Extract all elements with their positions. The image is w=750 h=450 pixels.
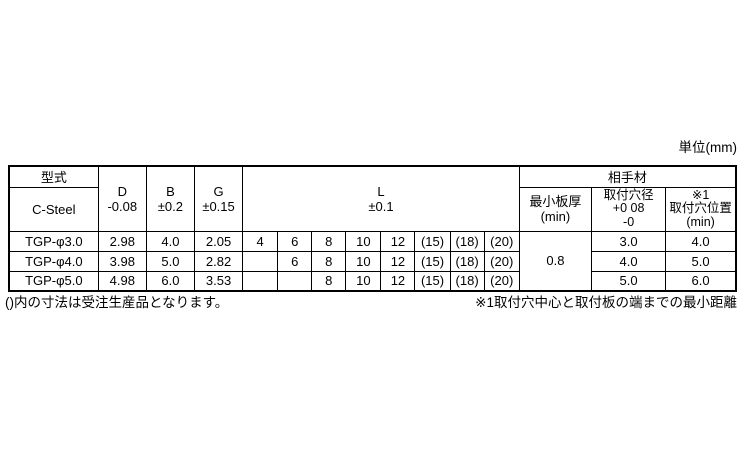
header-hole-diameter: 取付穴径 +0 08 -0 (590, 186, 667, 232)
header-mating-material: 相手材 (518, 165, 737, 188)
cell-l: 8 (311, 250, 347, 272)
cell-l (242, 270, 279, 292)
header-g-tolerance: ±0.15 (202, 198, 235, 214)
footnote-hole-position: ※1取付穴中心と取付板の端までの最小距離 (475, 295, 737, 310)
cell-l: 8 (311, 230, 347, 252)
header-l: L ±0.1 (242, 165, 520, 232)
cell-b: 4.0 (145, 230, 195, 252)
cell-l: 6 (277, 250, 313, 272)
cell-model: TGP-φ4.0 (8, 250, 99, 272)
header-row-1: 型式 D -0.08 B ±0.2 G ±0.15 L ±0.1 相手材 (8, 165, 737, 232)
footnotes: ()内の寸法は受注生産品となります。 ※1取付穴中心と取付板の端までの最小距離 (5, 294, 737, 312)
unit-label: 単位(mm) (678, 140, 737, 155)
cell-l: (20) (483, 230, 520, 252)
header-hole-diameter-label: 取付穴径 (603, 187, 654, 202)
header-l-label: L (377, 183, 385, 199)
header-hole-position: ※1 取付穴位置 (min) (665, 186, 737, 232)
header-d-tolerance: -0.08 (107, 198, 138, 214)
cell-min-thickness: 0.8 (518, 230, 593, 292)
cell-d: 2.98 (97, 230, 147, 252)
header-model: 型式 (8, 165, 99, 188)
cell-l: (15) (414, 270, 451, 292)
cell-l: (15) (414, 230, 451, 252)
cell-l: 10 (345, 270, 382, 292)
cell-model: TGP-φ3.0 (8, 230, 99, 252)
table-row: TGP-φ5.0 4.98 6.0 3.53 8 10 12 (15) (18)… (8, 270, 737, 292)
table-row: TGP-φ3.0 2.98 4.0 2.05 4 6 8 10 12 (15) … (8, 230, 737, 292)
cell-l: 12 (380, 270, 416, 292)
header-b-tolerance: ±0.2 (157, 198, 184, 214)
cell-hole-position: 4.0 (665, 230, 737, 252)
cell-model: TGP-φ5.0 (8, 270, 99, 292)
header-min-thickness: 最小板厚 (min) (518, 186, 593, 232)
header-row-2: C-Steel 最小板厚 (min) 取付穴径 +0 08 -0 ※1 取付穴位… (8, 186, 737, 232)
cell-d: 4.98 (97, 270, 147, 292)
cell-l: (15) (414, 250, 451, 272)
header-hole-diameter-tol-minus: -0 (623, 214, 635, 229)
cell-l: 8 (311, 270, 347, 292)
cell-hole-diameter: 4.0 (590, 250, 667, 272)
header-hole-position-label: 取付穴位置 (669, 201, 732, 216)
header-d-label: D (117, 183, 127, 199)
header-g-label: G (213, 183, 224, 199)
header-l-tolerance: ±0.1 (368, 198, 394, 214)
cell-hole-diameter: 5.0 (590, 270, 667, 292)
cell-hole-position: 6.0 (665, 270, 737, 292)
cell-hole-diameter: 3.0 (590, 230, 667, 252)
cell-l: 10 (345, 250, 382, 272)
cell-d: 3.98 (97, 250, 147, 272)
cell-l (242, 250, 279, 272)
header-b: B ±0.2 (145, 165, 195, 232)
header-min-thickness-sub: (min) (540, 209, 571, 224)
cell-b: 6.0 (145, 270, 195, 292)
header-d: D -0.08 (97, 165, 147, 232)
cell-g: 2.05 (193, 230, 244, 252)
cell-hole-position: 5.0 (665, 250, 737, 272)
header-b-label: B (166, 183, 175, 199)
cell-l: (20) (483, 250, 520, 272)
cell-l: (18) (449, 250, 485, 272)
cell-l: 4 (242, 230, 279, 252)
header-hole-position-sub: (min) (686, 214, 715, 229)
spec-table: 型式 D -0.08 B ±0.2 G ±0.15 L ±0.1 相手材 (8, 165, 737, 292)
cell-l: (18) (449, 230, 485, 252)
cell-l: 6 (277, 230, 313, 252)
header-hole-position-ref: ※1 (691, 187, 710, 202)
cell-l (277, 270, 313, 292)
cell-g: 2.82 (193, 250, 244, 272)
table-row: TGP-φ4.0 3.98 5.0 2.82 6 8 10 12 (15) (1… (8, 250, 737, 272)
cell-l: (20) (483, 270, 520, 292)
header-hole-diameter-tol-plus: +0 08 (612, 201, 645, 216)
header-g: G ±0.15 (193, 165, 244, 232)
header-min-thickness-label: 最小板厚 (529, 194, 582, 209)
cell-b: 5.0 (145, 250, 195, 272)
cell-g: 3.53 (193, 270, 244, 292)
header-model-series: C-Steel (8, 186, 99, 232)
cell-l: 12 (380, 230, 416, 252)
footnote-custom-order: ()内の寸法は受注生産品となります。 (5, 295, 229, 310)
cell-l: (18) (449, 270, 485, 292)
cell-l: 12 (380, 250, 416, 272)
cell-l: 10 (345, 230, 382, 252)
